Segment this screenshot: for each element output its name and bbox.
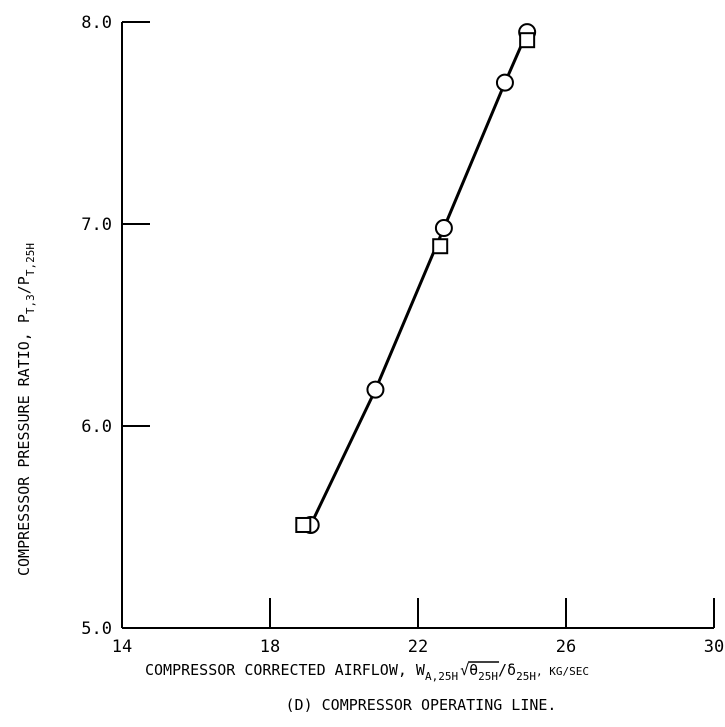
y-tick-label: 7.0: [81, 215, 112, 235]
circle-marker: [434, 219, 453, 238]
y-tick-label: 5.0: [81, 619, 112, 639]
x-axis-title: COMPRESSOR CORRECTED AIRFLOW, WA,25H √θ25…: [145, 661, 589, 683]
x-axis-title-sub2: 25H: [478, 670, 498, 683]
x-tick-label: 30: [704, 637, 724, 657]
x-tick-labels: 14 18 22 26 30: [112, 637, 724, 657]
y-axis-title-prefix: COMPRESSSOR PRESSURE RATIO, P: [15, 314, 33, 576]
data-markers: [295, 23, 537, 534]
circle-marker: [495, 73, 514, 92]
y-tick-label: 8.0: [81, 13, 112, 33]
square-marker: [432, 238, 449, 255]
circle-marker: [366, 380, 385, 399]
square-marker: [295, 516, 312, 533]
x-axis-title-sqrt: √: [460, 661, 469, 679]
x-axis-title-unit: , KG/SEC: [536, 665, 589, 678]
x-axis-title-prefix: COMPRESSOR CORRECTED AIRFLOW, W: [145, 661, 426, 679]
y-axis-title-mid: /P: [15, 276, 33, 294]
y-tick-labels: 5.0 6.0 7.0 8.0: [81, 13, 112, 639]
x-tick-label: 18: [260, 637, 280, 657]
x-axis-title-sub3: 25H: [516, 670, 536, 683]
y-axis-title-sub2: T,25H: [24, 243, 37, 276]
y-tick-label: 6.0: [81, 417, 112, 437]
figure-caption: (D) COMPRESSOR OPERATING LINE.: [286, 696, 557, 714]
x-axis-title-sub1: A,25H: [425, 670, 458, 683]
x-tick-label: 22: [408, 637, 428, 657]
x-tick-label: 26: [556, 637, 576, 657]
y-ticks: [122, 21, 150, 629]
x-axis-title-theta: θ: [469, 661, 478, 679]
chart-axes: [121, 22, 714, 629]
y-axis-title: COMPRESSSOR PRESSURE RATIO, PT,3/PT,25H: [15, 243, 37, 576]
operating-line: [309, 31, 529, 526]
x-ticks: [121, 598, 715, 628]
x-axis-title-slash: /δ: [498, 661, 516, 679]
x-tick-label: 14: [112, 637, 132, 657]
y-axis-title-sub1: T,3: [24, 294, 37, 314]
square-marker: [519, 32, 536, 49]
